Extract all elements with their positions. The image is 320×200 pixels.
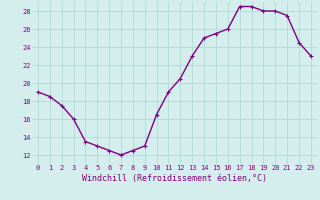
X-axis label: Windchill (Refroidissement éolien,°C): Windchill (Refroidissement éolien,°C): [82, 174, 267, 183]
